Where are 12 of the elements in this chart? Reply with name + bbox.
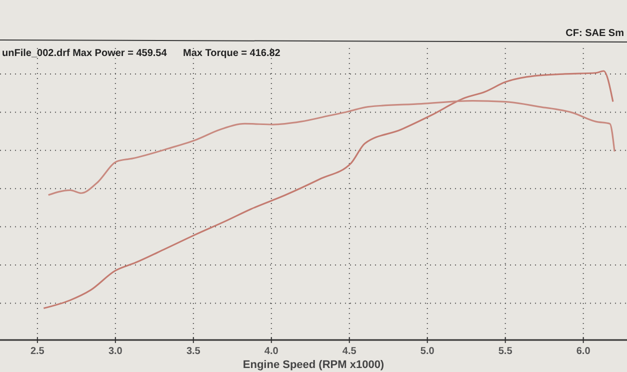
x-tick-label: 3.0: [108, 346, 123, 357]
x-tick-label: 3.5: [186, 346, 201, 357]
x-tick-label: 4.5: [342, 346, 357, 357]
x-tick-label: 2.5: [30, 346, 45, 357]
x-tick-label: 5.0: [420, 346, 435, 357]
x-tick-label: 4.0: [264, 346, 279, 357]
x-tick-label: 6.0: [576, 346, 591, 357]
x-axis-title: Engine Speed (RPM x1000): [242, 359, 384, 371]
x-tick-label: 5.5: [498, 346, 513, 357]
text: unFile_002.drf Max Power = 459.54: [2, 48, 168, 59]
text: Max Torque = 416.82: [183, 48, 281, 59]
text: CF: SAE Sm: [566, 28, 624, 39]
